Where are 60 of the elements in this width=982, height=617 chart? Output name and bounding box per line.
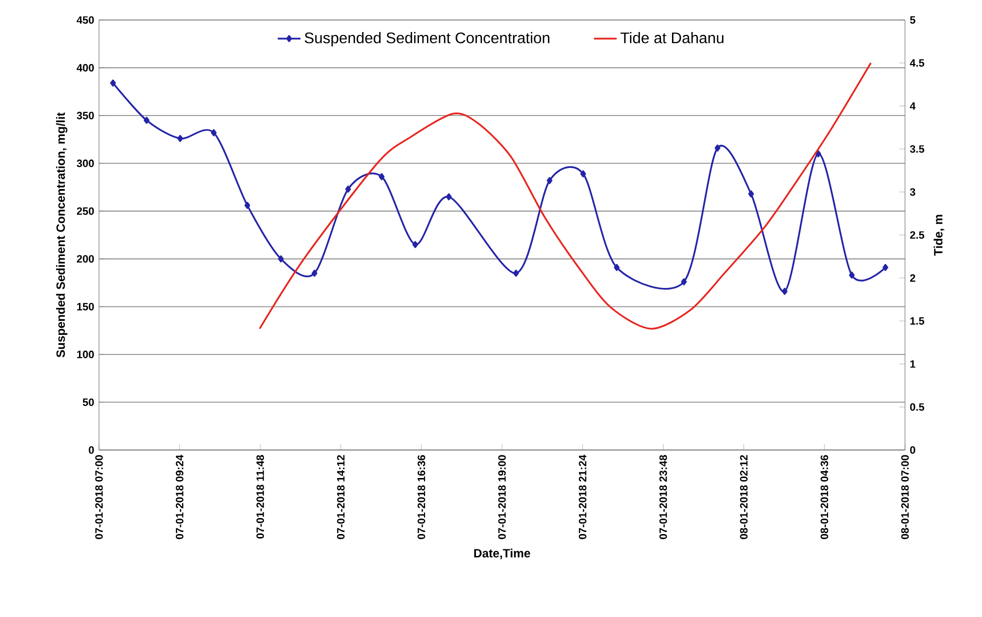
legend-label: Tide at Dahanu — [620, 32, 724, 44]
point — [681, 278, 687, 286]
x-tick-label: 07-01-2018 07:00 — [95, 455, 103, 540]
point — [210, 129, 217, 136]
x-tick-label: 07-01-2018 21:24 — [578, 454, 586, 540]
y2-tick-label: 2 — [910, 274, 916, 282]
point — [144, 116, 150, 124]
point — [513, 270, 519, 277]
y-axis-title: Suspended Sediment Concentration, mg/lit — [56, 112, 68, 358]
y-tick-label: 300 — [76, 160, 94, 168]
point — [278, 255, 284, 262]
point — [177, 134, 184, 142]
point — [815, 150, 822, 158]
y2-tick-label: 0 — [910, 446, 916, 454]
y2-tick-label: 1.5 — [910, 317, 924, 325]
y-tick-label: 200 — [76, 255, 94, 263]
point — [345, 186, 351, 193]
point — [748, 190, 754, 198]
x-tick-label: 07-01-2018 23:48 — [659, 455, 667, 540]
point — [580, 170, 586, 178]
y2-tick-label: 3.5 — [910, 145, 924, 153]
y2-tick-label: 5 — [910, 16, 916, 24]
y-tick-label: 350 — [76, 112, 94, 120]
x-tick-label: 08-01-2018 04:36 — [820, 455, 828, 540]
y2-tick-label: 4 — [910, 102, 916, 110]
point — [848, 272, 855, 279]
x-tick-label: 07-01-2018 09:24 — [176, 454, 184, 540]
point — [312, 270, 318, 277]
point — [882, 264, 888, 272]
y-tick-label: 250 — [76, 207, 94, 215]
point — [244, 202, 250, 209]
point — [782, 288, 788, 295]
y2-tick-label: 2.5 — [910, 231, 924, 239]
y2-axis-title: Tide, m — [934, 214, 944, 256]
x-tick-label: 07-01-2018 16:36 — [418, 455, 426, 540]
point — [614, 264, 620, 272]
x-axis-title: Date,Time — [474, 548, 530, 560]
y2-tick-label: 3 — [910, 188, 916, 196]
y-tick-label: 450 — [76, 16, 94, 24]
x-tick-label: 07-01-2018 14:12 — [337, 455, 345, 540]
point — [446, 193, 452, 200]
y-tick-label: 400 — [76, 64, 94, 72]
point — [110, 80, 116, 87]
y-tick-label: 0 — [88, 446, 94, 454]
point — [412, 241, 418, 248]
y2-tick-label: 4.5 — [910, 59, 924, 67]
y2-tick-label: 0.5 — [910, 403, 924, 411]
x-tick-label: 08-01-2018 07:00 — [901, 455, 909, 540]
y2-tick-label: 1 — [910, 360, 916, 368]
x-tick-label: 08-01-2018 02:12 — [740, 455, 748, 540]
x-tick-label: 07-01-2018 19:00 — [498, 455, 506, 540]
line-series — [258, 62, 872, 330]
y-tick-label: 50 — [82, 398, 94, 406]
y-tick-label: 150 — [77, 302, 94, 310]
legend-label: Suspended Sediment Concentration — [304, 32, 550, 46]
point — [546, 176, 552, 184]
y-tick-label: 100 — [77, 350, 94, 358]
point — [714, 144, 720, 152]
point — [378, 173, 385, 180]
x-tick-label: 07-01-2018 11:48 — [256, 455, 264, 538]
